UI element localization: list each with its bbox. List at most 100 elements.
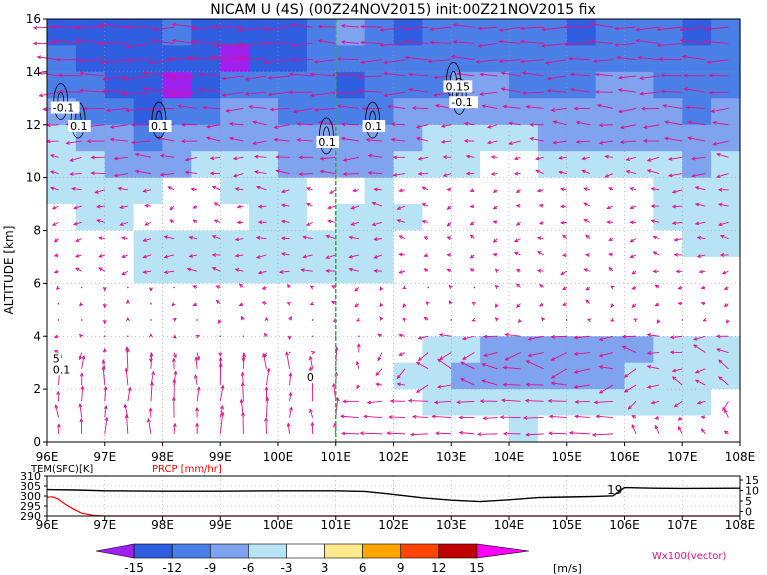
vector-head (614, 26, 619, 31)
vector-head (96, 204, 101, 209)
vector-head (417, 156, 423, 161)
wind-vector (104, 405, 107, 418)
vector-head (719, 253, 725, 257)
u-cell (711, 45, 741, 73)
colorbar-swatch (324, 543, 363, 559)
vector-head (113, 173, 119, 178)
wind-vector (553, 121, 567, 126)
wind-vector (476, 59, 498, 63)
vector-head (188, 235, 194, 240)
wind-vector (219, 385, 224, 402)
wind-vector (306, 202, 313, 207)
vector-head (229, 122, 234, 126)
vector-head (210, 55, 215, 59)
wind-vector (191, 41, 221, 44)
wind-vector (374, 188, 382, 191)
vector-head (646, 351, 652, 356)
vector-head (421, 186, 426, 191)
vector-head (677, 285, 682, 290)
wind-vector (478, 42, 498, 47)
u-cell (537, 177, 568, 205)
vector-head (280, 236, 286, 241)
vector-head (289, 406, 293, 411)
vector-head (340, 40, 346, 45)
wind-vector (545, 59, 567, 64)
wind-vector (724, 409, 729, 418)
vector-head (476, 432, 482, 437)
vector-head (98, 254, 103, 258)
wind-vector (462, 335, 475, 340)
sub-x-tick-label: 96E (36, 518, 59, 532)
x-tick-label: 102E (378, 450, 409, 464)
vector-head (263, 27, 269, 32)
vector-head (257, 270, 263, 275)
contour-label: 0.1 (70, 120, 88, 133)
x-tick-label: 97E (93, 450, 116, 464)
vector-head (98, 267, 103, 272)
wind-vector (599, 366, 614, 370)
vector-head (469, 254, 475, 259)
vector-head (504, 356, 509, 361)
colorbar-swatch (362, 543, 402, 559)
wind-vector (281, 253, 290, 256)
vector-head (560, 187, 565, 192)
wind-vector (672, 205, 683, 208)
vector-head (421, 219, 426, 224)
u-cell (451, 177, 481, 205)
vector-head (65, 140, 70, 145)
vector-head (311, 350, 316, 355)
vector-head (402, 318, 407, 322)
vector-head (54, 404, 59, 409)
wind-vector (405, 26, 429, 30)
vector-head (404, 26, 409, 31)
u-cell (711, 204, 741, 232)
vector-head (583, 268, 588, 272)
vector-head (194, 356, 199, 361)
u-cell (422, 98, 452, 126)
vector-head (264, 316, 269, 322)
vector-head (310, 93, 315, 98)
wind-vector (66, 140, 82, 144)
u-cell (133, 45, 164, 73)
wind-vector (718, 376, 729, 386)
wind-vector (299, 173, 313, 175)
vector-head (423, 268, 428, 273)
vector-head (267, 92, 273, 97)
vector-head (625, 157, 631, 161)
vector-head (631, 415, 636, 419)
vector-head (450, 54, 456, 59)
wind-vector (76, 39, 105, 44)
vector-head (377, 356, 382, 362)
vector-head (313, 59, 319, 64)
wind-vector (551, 382, 567, 386)
u-cell (480, 309, 510, 337)
vector-head (211, 185, 217, 190)
vector-head (69, 158, 74, 162)
wind-vector (722, 270, 729, 275)
vector-head (598, 353, 604, 358)
vector-head (244, 92, 249, 96)
y-tick-label: 4 (33, 329, 41, 343)
u-cell (104, 415, 135, 443)
vector-head (56, 390, 61, 396)
wind-vector (695, 186, 706, 191)
vector-head (527, 353, 532, 358)
u-cell (104, 124, 135, 152)
wind-vector (409, 88, 429, 93)
vector-head (456, 72, 461, 77)
u-cell (249, 362, 279, 390)
x-tick-label: 105E (552, 450, 583, 464)
vector-head (667, 156, 673, 161)
colorbar-swatch (133, 543, 173, 559)
wind-vector (253, 140, 267, 145)
wind-vector (194, 375, 198, 386)
vector-head (119, 205, 124, 210)
vector-head (102, 320, 107, 325)
y-tick-label: 12 (26, 118, 41, 132)
wind-vector (219, 412, 224, 434)
vector-head (446, 268, 451, 273)
wind-vector (593, 59, 613, 62)
wind-vector (253, 121, 267, 126)
u-cell (335, 256, 366, 284)
u-cell (75, 309, 106, 337)
